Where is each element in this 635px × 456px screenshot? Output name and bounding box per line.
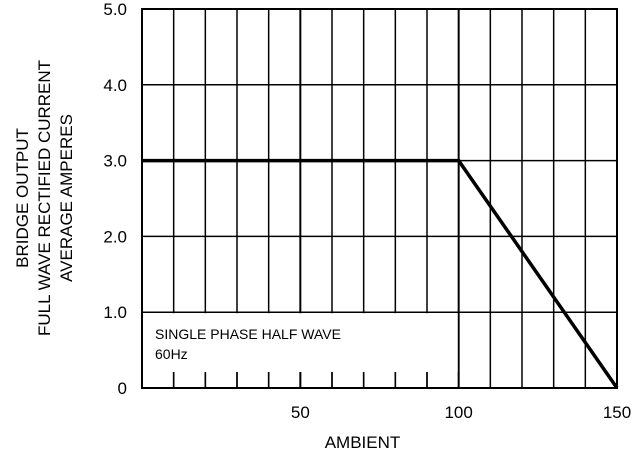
y-tick-label: 5.0 bbox=[103, 0, 127, 19]
x-tick-label: 50 bbox=[291, 403, 310, 422]
x-tick-labels: 50 100 150 bbox=[291, 403, 631, 422]
y-axis-title-line-2: FULL WAVE RECTIFIED CURRENT bbox=[35, 60, 54, 336]
y-axis-title-line-3: AVERAGE AMPERES bbox=[57, 114, 76, 282]
y-tick-label: 3.0 bbox=[103, 152, 127, 171]
y-tick-label: 4.0 bbox=[103, 76, 127, 95]
y-tick-label: 0 bbox=[118, 379, 127, 398]
y-tick-label: 2.0 bbox=[103, 227, 127, 246]
annotation-box bbox=[143, 313, 458, 372]
y-axis-title: BRIDGE OUTPUT FULL WAVE RECTIFIED CURREN… bbox=[13, 60, 76, 336]
x-tick-label: 150 bbox=[603, 403, 631, 422]
annotation-line-1: SINGLE PHASE HALF WAVE bbox=[155, 326, 341, 342]
y-tick-label: 1.0 bbox=[103, 303, 127, 322]
x-tick-label: 100 bbox=[444, 403, 472, 422]
y-axis-title-line-1: BRIDGE OUTPUT bbox=[13, 128, 32, 268]
x-axis-title: AMBIENT bbox=[325, 433, 401, 452]
y-tick-labels: 0 1.0 2.0 3.0 4.0 5.0 bbox=[103, 0, 127, 398]
annotation-line-2: 60Hz bbox=[155, 346, 188, 362]
